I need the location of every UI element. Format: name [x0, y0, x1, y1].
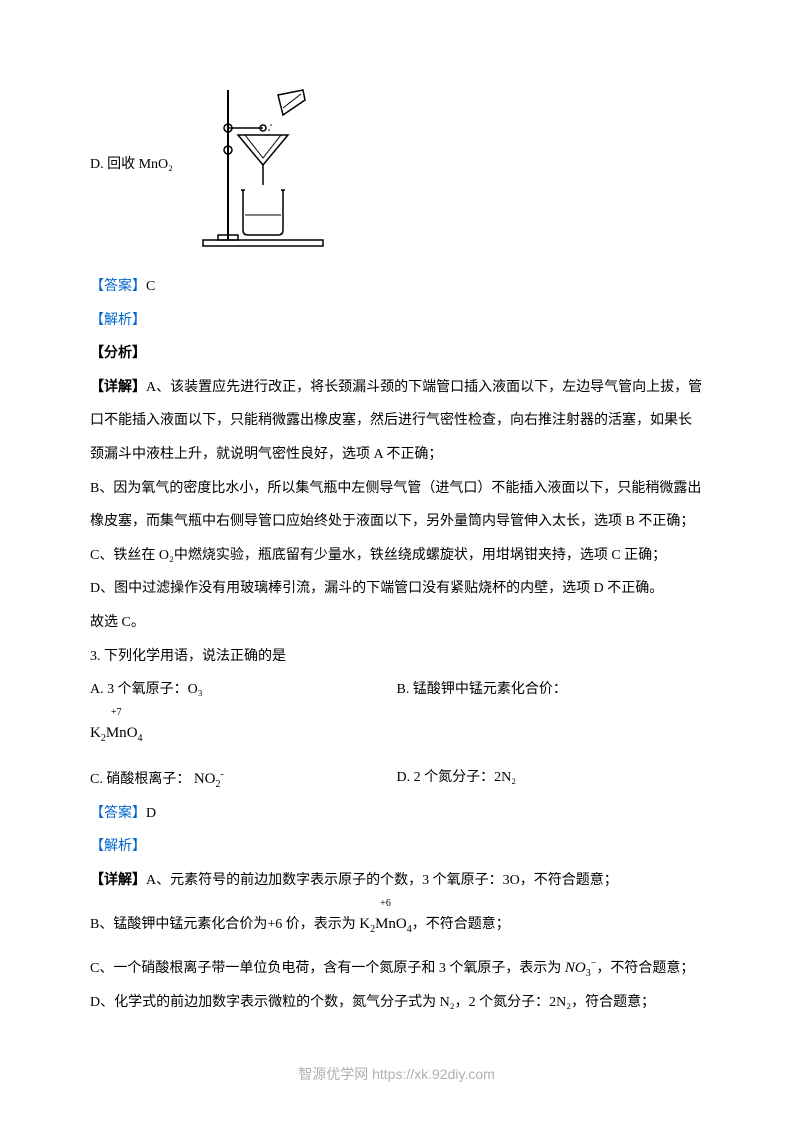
fenxi-line: 【分析】 [90, 337, 703, 371]
answer-label-1: 【答案】 [90, 279, 146, 294]
detail2-label: 【详解】 [90, 873, 146, 888]
d2c-no: NO [565, 960, 586, 976]
d2c-formula: NO3− [565, 960, 596, 976]
q3-stem-text: 下列化学用语，说法正确的是 [104, 649, 286, 664]
d2b-mn-ox: +6Mn [375, 906, 396, 942]
d2b-mn: Mn [375, 916, 396, 932]
q3-number: 3. [90, 649, 101, 664]
d2c-pre: C、一个硝酸根离子带一单位负电荷，含有一个氮原子和 3 个氧原子，表示为 [90, 961, 561, 976]
detail1-text-a: A、该装置应先进行改正，将长颈漏斗颈的下端管口插入液面以下，左边导气管向上拔，管… [90, 380, 702, 462]
option-d-label: D. 回收 MnO₂ [90, 148, 173, 182]
option-d-row: D. 回收 MnO₂ [90, 80, 703, 250]
fc-sup: - [221, 769, 224, 780]
f-oxnum: +7 [111, 701, 122, 725]
detail2-para-c: C、一个硝酸根离子带一单位负电荷，含有一个氮原子和 3 个氧原子，表示为 NO3… [90, 950, 703, 986]
detail2-para-a: 【详解】A、元素符号的前边加数字表示原子的个数，3 个氧原子：3O，不符合题意； [90, 864, 703, 898]
d2c-post: ，不符合题意； [596, 961, 694, 976]
d2b-k: K [359, 916, 370, 932]
f-mn-ox: +7Mn [106, 715, 127, 751]
q3-options-row-1: A. 3 个氧原子：O₃ B. 锰酸钾中锰元素化合价： [90, 673, 703, 707]
page-footer: 智源优学网 https://xk.92diy.com [0, 1058, 793, 1092]
fenxi-label: 【分析】 [90, 346, 146, 361]
d2b-oxnum: +6 [380, 892, 391, 916]
detail1-conclusion: 故选 C。 [90, 606, 703, 640]
q3-optc-label: C. 硝酸根离子： [90, 772, 190, 787]
detail1-label: 【详解】 [90, 380, 146, 395]
q3-option-a: A. 3 个氧原子：O₃ [90, 673, 397, 707]
q3-stem: 3. 下列化学用语，说法正确的是 [90, 640, 703, 674]
q3-optb-formula: K2+7MnO4 [90, 715, 703, 751]
d2c-sub: 3 [586, 968, 591, 979]
d2b-post: ，不符合题意； [412, 917, 510, 932]
detail1-para-b: B、因为氧气的密度比水小，所以集气瓶中左侧导气管（进气口）不能插入液面以下，只能… [90, 472, 703, 539]
q3-optc-formula: NO2- [194, 771, 224, 787]
d2b-formula: K2+6MnO4 [359, 916, 412, 932]
detail2-para-b: B、锰酸钾中锰元素化合价为+6 价，表示为 K2+6MnO4，不符合题意； [90, 906, 703, 942]
analysis-line-1: 【解析】 [90, 304, 703, 338]
fc-no: NO [194, 771, 216, 787]
f-sub2: 4 [138, 733, 143, 744]
analysis-line-2: 【解析】 [90, 830, 703, 864]
detail2-text-a: A、元素符号的前边加数字表示原子的个数，3 个氧原子：3O，不符合题意； [146, 873, 618, 888]
f-k: K [90, 725, 101, 741]
detail1-para-c: C、铁丝在 O₂中燃烧实验，瓶底留有少量水，铁丝绕成螺旋状，用坩埚钳夹持，选项 … [90, 539, 703, 573]
q3-option-c: C. 硝酸根离子： NO2- [90, 761, 397, 797]
detail1-para-d: D、图中过滤操作没有用玻璃棒引流，漏斗的下端管口没有紧贴烧杯的内壁，选项 D 不… [90, 572, 703, 606]
answer-line-2: 【答案】D [90, 797, 703, 831]
filtration-diagram [193, 80, 333, 250]
analysis-label-2: 【解析】 [90, 839, 146, 854]
fc-sub: 2 [216, 779, 221, 790]
analysis-label-1: 【解析】 [90, 313, 146, 328]
answer-label-2: 【答案】 [90, 806, 146, 821]
q3-option-d: D. 2 个氮分子：2N₂ [397, 761, 704, 797]
q3-option-b: B. 锰酸钾中锰元素化合价： [397, 673, 704, 707]
f-mn: Mn [106, 725, 127, 741]
d2b-o: O [396, 916, 407, 932]
d2b-pre: B、锰酸钾中锰元素化合价为+6 价，表示为 [90, 917, 356, 932]
f-o: O [127, 725, 138, 741]
detail2-para-d: D、化学式的前边加数字表示微粒的个数，氮气分子式为 N₂，2 个氮分子：2N₂，… [90, 986, 703, 1020]
answer-value-2: D [146, 806, 156, 821]
answer-line-1: 【答案】C [90, 270, 703, 304]
detail1-para-a: 【详解】A、该装置应先进行改正，将长颈漏斗颈的下端管口插入液面以下，左边导气管向… [90, 371, 703, 472]
answer-value-1: C [146, 279, 155, 294]
q3-options-row-2: C. 硝酸根离子： NO2- D. 2 个氮分子：2N₂ [90, 761, 703, 797]
